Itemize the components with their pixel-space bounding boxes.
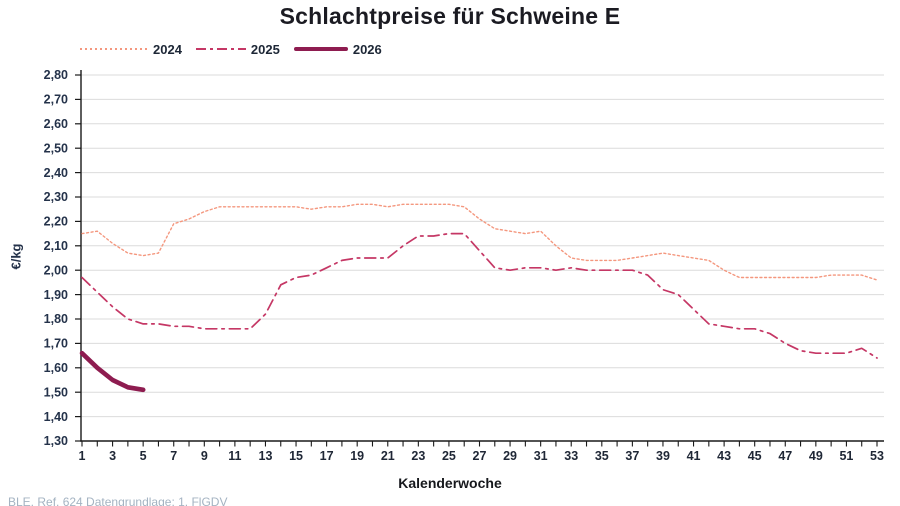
x-tick-label: 13 (259, 449, 273, 463)
y-tick-label: 2,30 (44, 190, 68, 204)
x-tick-label: 33 (564, 449, 578, 463)
legend-line-2025-icon (195, 48, 246, 50)
x-tick-label: 9 (201, 449, 208, 463)
x-tick-label: 49 (809, 449, 823, 463)
x-tick-label: 35 (595, 449, 609, 463)
x-tick-label: 53 (870, 449, 884, 463)
legend-label-2026: 2026 (352, 41, 382, 57)
x-tick-label: 51 (839, 449, 853, 463)
x-tick-label: 11 (228, 449, 241, 463)
y-tick-label: 2,00 (44, 263, 68, 277)
y-tick-label: 2,50 (44, 141, 68, 155)
y-tick-label: 1,60 (44, 361, 68, 375)
series-line-2025 (81, 232, 878, 359)
legend-label-2025: 2025 (250, 41, 280, 57)
series-line-2024 (81, 203, 878, 281)
legend-item-2024: 2024 (80, 42, 182, 57)
x-tick-label: 1 (79, 449, 86, 463)
y-tick-label: 1,40 (44, 410, 68, 424)
y-tick-label: 2,80 (44, 68, 68, 82)
x-tick-label: 3 (109, 449, 116, 463)
x-tick-label: 27 (473, 449, 487, 463)
x-axis-title: Kalenderwoche (398, 475, 502, 491)
x-tick-label: 17 (320, 449, 334, 463)
source-note: BLE, Ref. 624 Datengrundlage: 1. FlGDV (8, 495, 228, 506)
series-line-2026 (79, 350, 146, 393)
y-tick-label: 2,20 (44, 215, 68, 229)
x-tick-label: 37 (625, 449, 639, 463)
y-tick-label: 2,60 (44, 117, 68, 131)
x-tick-label: 31 (534, 449, 548, 463)
x-tick-label: 43 (717, 449, 731, 463)
chart-title: Schlachtpreise für Schweine E (279, 3, 621, 29)
legend-line-2024-icon (80, 48, 148, 50)
y-tick-label: 2,40 (44, 166, 68, 180)
y-tick-label: 1,90 (44, 288, 68, 302)
x-tick-label: 47 (778, 449, 792, 463)
y-tick-label: 2,70 (44, 93, 68, 107)
legend: 2024 2025 2026 (80, 41, 396, 57)
y-tick-label: 2,10 (44, 239, 68, 253)
x-tick-label: 19 (350, 449, 364, 463)
y-tick-label: 1,70 (44, 337, 68, 351)
x-tick-label: 5 (140, 449, 147, 463)
y-tick-label: 1,80 (44, 312, 68, 326)
legend-item-2026: 2026 (293, 41, 382, 57)
x-tick-label: 41 (687, 449, 701, 463)
price-line-chart: 2,80 2,70 2,60 2,50 2,40 2,30 2,20 2,10 2,00 1,90… (44, 68, 884, 463)
y-tick-label: 1,50 (44, 385, 68, 399)
x-tick-label: 7 (170, 449, 177, 463)
x-tick-label: 21 (381, 449, 395, 463)
x-tick-label: 29 (503, 449, 517, 463)
legend-line-2026-icon (293, 47, 348, 51)
x-tick-label: 45 (748, 449, 762, 463)
y-axis-title: €/kg (8, 243, 24, 270)
x-tick-label: 25 (442, 449, 456, 463)
x-tick-label: 39 (656, 449, 670, 463)
x-tick-label: 23 (411, 449, 425, 463)
y-tick-label: 1,30 (44, 434, 68, 448)
legend-item-2025: 2025 (195, 41, 280, 57)
legend-label-2024: 2024 (153, 41, 182, 57)
x-tick-label: 15 (289, 449, 303, 463)
